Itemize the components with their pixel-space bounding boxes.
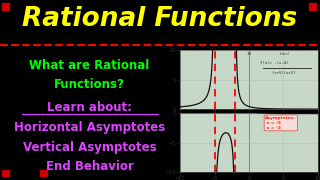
Text: Vertical Asymptotes: Vertical Asymptotes	[23, 141, 156, 154]
Text: Rational Functions: Rational Functions	[22, 6, 298, 32]
Text: f(x)= -(x-4): f(x)= -(x-4)	[260, 61, 288, 65]
Text: Asymptotes:
 x = -5
 x = -2: Asymptotes: x = -5 x = -2	[266, 116, 296, 130]
Text: Horizontal Asymptotes: Horizontal Asymptotes	[14, 121, 165, 134]
Text: Learn about:: Learn about:	[47, 101, 132, 114]
Text: (x+5)(x+2): (x+5)(x+2)	[260, 71, 296, 75]
Text: 10: 10	[246, 52, 252, 56]
Text: End Behavior: End Behavior	[46, 160, 133, 173]
Text: What are Rational: What are Rational	[29, 59, 150, 72]
Text: label: label	[279, 52, 289, 56]
Text: Functions?: Functions?	[54, 78, 125, 91]
